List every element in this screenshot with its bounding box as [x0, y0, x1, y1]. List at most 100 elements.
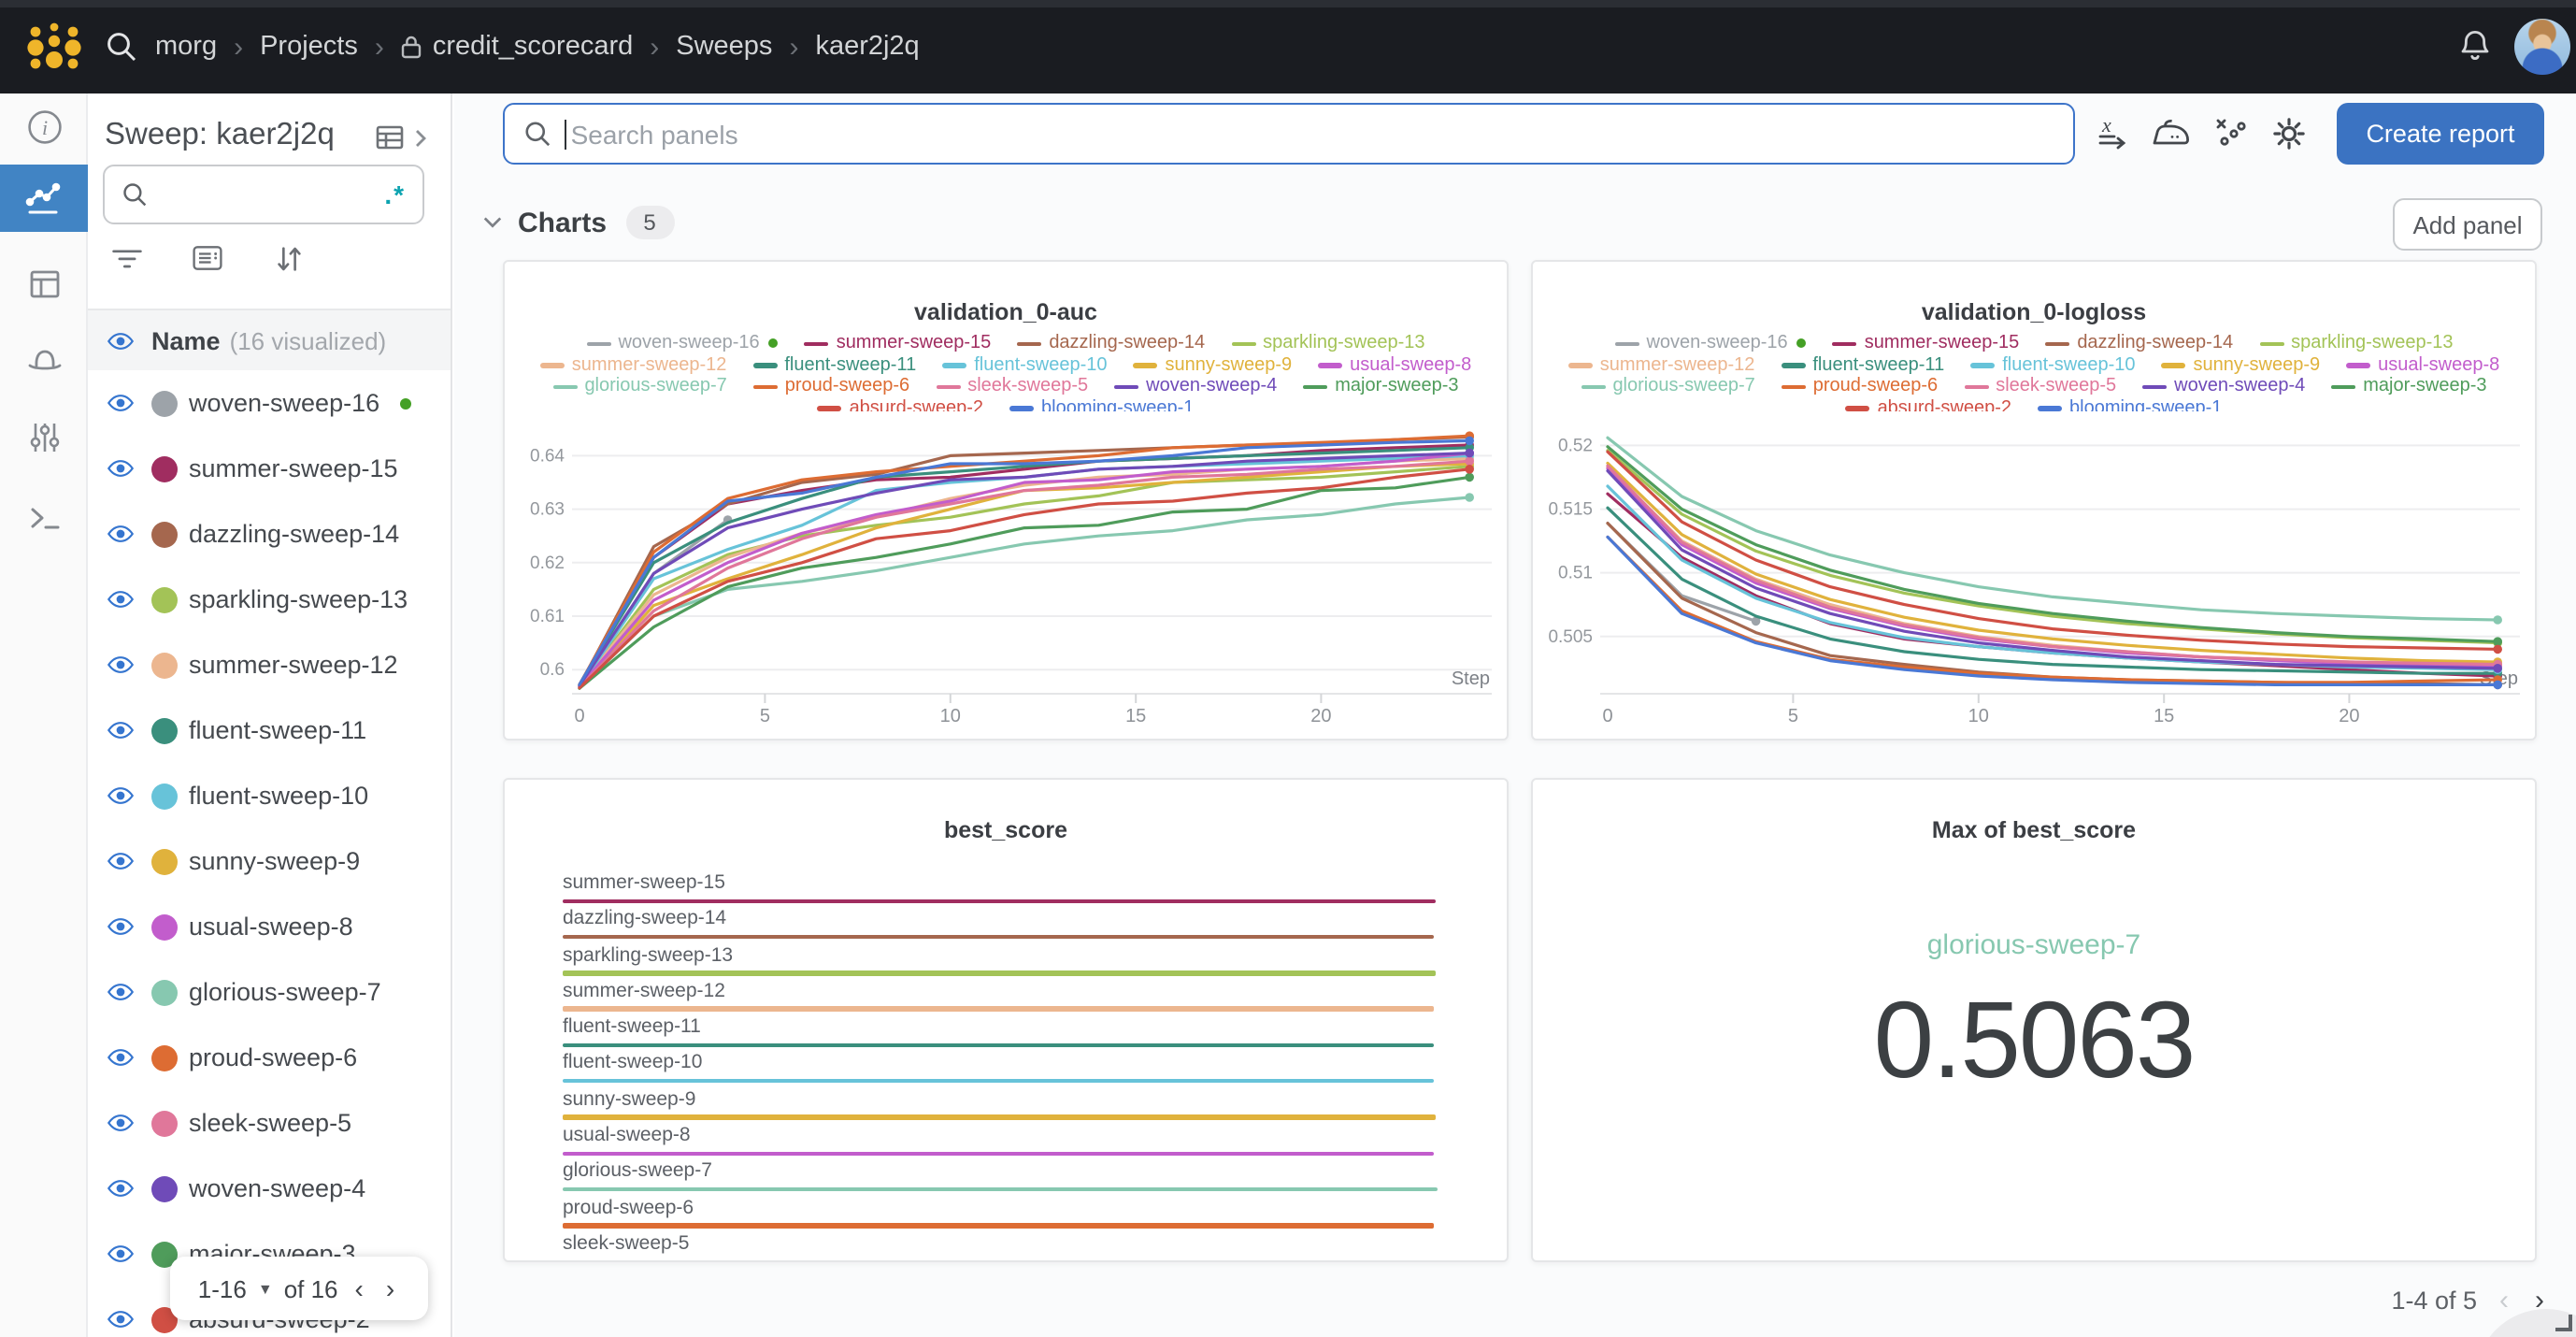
visibility-eye-icon[interactable] [107, 1047, 135, 1068]
run-name[interactable]: summer-sweep-12 [189, 651, 398, 679]
run-name[interactable]: sleek-sweep-5 [189, 1109, 352, 1137]
legend-item[interactable]: dazzling-sweep-14 [1017, 334, 1205, 354]
legend-item[interactable]: sleek-sweep-5 [936, 377, 1088, 397]
legend-item[interactable]: sparkling-sweep-13 [2259, 334, 2454, 354]
visibility-eye-icon[interactable] [107, 1244, 135, 1264]
legend-item[interactable]: fluent-sweep-10 [1970, 355, 2136, 376]
visibility-eye-icon[interactable] [107, 654, 135, 675]
run-name[interactable]: sparkling-sweep-13 [189, 585, 408, 613]
visibility-eye-icon[interactable] [107, 458, 135, 479]
run-row[interactable]: fluent-sweep-10 [88, 763, 451, 828]
legend-item[interactable]: sparkling-sweep-13 [1231, 334, 1425, 354]
run-row[interactable]: sunny-sweep-9 [88, 828, 451, 894]
legend-item[interactable]: fluent-sweep-10 [942, 355, 1108, 376]
legend-item[interactable]: sunny-sweep-9 [2161, 355, 2320, 376]
x-axis-settings-icon[interactable]: x [2088, 108, 2137, 157]
global-search-icon[interactable] [105, 30, 138, 64]
run-name[interactable]: proud-sweep-6 [189, 1043, 358, 1071]
bar-row[interactable]: sparkling-sweep-13 [563, 944, 1438, 982]
visibility-eye-icon[interactable] [107, 1309, 135, 1330]
regex-toggle-icon[interactable]: .* [384, 180, 406, 209]
sweeps-hat-icon[interactable] [0, 325, 88, 393]
run-row[interactable]: sleek-sweep-5 [88, 1090, 451, 1156]
legend-item[interactable]: absurd-sweep-2 [1845, 398, 2011, 411]
legend-item[interactable]: blooming-sweep-1 [1009, 398, 1194, 411]
legend-item[interactable]: summer-sweep-15 [804, 334, 991, 354]
legend-item[interactable]: summer-sweep-12 [539, 355, 726, 376]
legend-item[interactable]: major-sweep-3 [1303, 377, 1459, 397]
legend-item[interactable]: woven-sweep-16 [586, 334, 779, 354]
breadcrumb-item[interactable]: Projects [260, 32, 358, 62]
legend-item[interactable]: summer-sweep-12 [1567, 355, 1754, 376]
visibility-eye-icon[interactable] [107, 1113, 135, 1133]
legend-item[interactable]: woven-sweep-4 [2142, 377, 2305, 397]
run-name[interactable]: woven-sweep-16 [189, 389, 380, 417]
bar-row[interactable]: dazzling-sweep-14 [563, 909, 1438, 946]
expand-table-chevron-icon[interactable] [411, 126, 430, 149]
run-row[interactable]: usual-sweep-8 [88, 894, 451, 959]
breadcrumb-item[interactable]: morg [155, 32, 218, 62]
visibility-eye-icon[interactable] [107, 785, 135, 806]
run-row[interactable]: woven-sweep-4 [88, 1156, 451, 1221]
logs-terminal-icon[interactable] [0, 484, 88, 552]
workspace-charts-icon[interactable] [0, 165, 88, 232]
run-search-input[interactable]: .* [103, 165, 424, 224]
run-name[interactable]: sunny-sweep-9 [189, 847, 361, 875]
bar-row[interactable]: proud-sweep-6 [563, 1197, 1438, 1234]
page-size-caret-icon[interactable]: ▼ [257, 1280, 273, 1297]
panel-validation-0-auc[interactable]: validation_0-auc woven-sweep-16 summer-sw… [503, 260, 1509, 740]
run-row[interactable]: proud-sweep-6 [88, 1025, 451, 1090]
run-row[interactable]: glorious-sweep-7 [88, 959, 451, 1025]
run-row[interactable]: fluent-sweep-11 [88, 697, 451, 763]
legend-item[interactable]: woven-sweep-16 [1614, 334, 1807, 354]
run-name[interactable]: glorious-sweep-7 [189, 978, 381, 1006]
bar-row[interactable]: fluent-sweep-11 [563, 1016, 1438, 1054]
breadcrumb-item[interactable]: kaer2j2q [815, 32, 920, 62]
bar-row[interactable]: usual-sweep-8 [563, 1125, 1438, 1162]
breadcrumb-item[interactable]: Sweeps [676, 32, 773, 62]
bar-row[interactable]: sunny-sweep-9 [563, 1089, 1438, 1127]
open-runs-table-icon[interactable] [374, 122, 406, 153]
user-avatar[interactable] [2514, 19, 2570, 75]
bar-row[interactable]: summer-sweep-12 [563, 981, 1438, 1018]
sweep-controls-sliders-icon[interactable] [0, 404, 88, 471]
legend-item[interactable]: absurd-sweep-2 [817, 398, 983, 411]
legend-item[interactable]: fluent-sweep-11 [1781, 355, 1944, 376]
visibility-eye-icon[interactable] [107, 524, 135, 544]
visibility-eye-icon[interactable] [107, 589, 135, 610]
bar-row[interactable]: glorious-sweep-7 [563, 1161, 1438, 1199]
run-name[interactable]: dazzling-sweep-14 [189, 520, 400, 548]
filter-runs-icon[interactable] [105, 236, 150, 280]
legend-item[interactable]: summer-sweep-15 [1832, 334, 2019, 354]
panel-search-input[interactable]: Search panels [503, 103, 2075, 165]
run-row[interactable]: woven-sweep-16 [88, 370, 451, 436]
charts-section-header[interactable]: Charts 5 [482, 198, 675, 247]
visibility-eye-icon[interactable] [107, 1178, 135, 1199]
visibility-eye-icon[interactable] [107, 982, 135, 1002]
panels-page-prev-icon[interactable]: ‹ [2499, 1285, 2509, 1316]
sort-runs-icon[interactable] [265, 236, 310, 280]
legend-item[interactable]: glorious-sweep-7 [1581, 377, 1755, 397]
run-name[interactable]: usual-sweep-8 [189, 913, 353, 941]
group-runs-icon[interactable] [185, 236, 230, 280]
create-report-button[interactable]: Create report [2337, 103, 2544, 165]
bar-row[interactable]: summer-sweep-15 [563, 873, 1438, 910]
legend-item[interactable]: glorious-sweep-7 [552, 377, 727, 397]
add-panel-button[interactable]: Add panel [2393, 198, 2542, 251]
visibility-eye-icon[interactable] [107, 851, 135, 871]
legend-item[interactable]: fluent-sweep-11 [752, 355, 916, 376]
run-name[interactable]: fluent-sweep-11 [189, 716, 367, 744]
bar-row[interactable]: sleek-sweep-5 [563, 1233, 1438, 1257]
run-row[interactable]: summer-sweep-15 [88, 436, 451, 501]
run-page-prev-icon[interactable]: ‹ [354, 1273, 364, 1303]
panel-max-best-score[interactable]: Max of best_score glorious-sweep-7 0.506… [1531, 778, 2537, 1262]
bar-row[interactable]: fluent-sweep-10 [563, 1053, 1438, 1090]
legend-item[interactable]: major-sweep-3 [2331, 377, 2487, 397]
panel-validation-0-logloss[interactable]: validation_0-logloss woven-sweep-16 summe… [1531, 260, 2537, 740]
overview-info-icon[interactable]: i [0, 93, 88, 161]
legend-item[interactable]: woven-sweep-4 [1114, 377, 1277, 397]
visibility-eye-icon[interactable] [107, 330, 135, 351]
legend-item[interactable]: proud-sweep-6 [752, 377, 909, 397]
panel-best-score[interactable]: best_score summer-sweep-15 dazzling-sweep… [503, 778, 1509, 1262]
run-name[interactable]: woven-sweep-4 [189, 1174, 366, 1202]
